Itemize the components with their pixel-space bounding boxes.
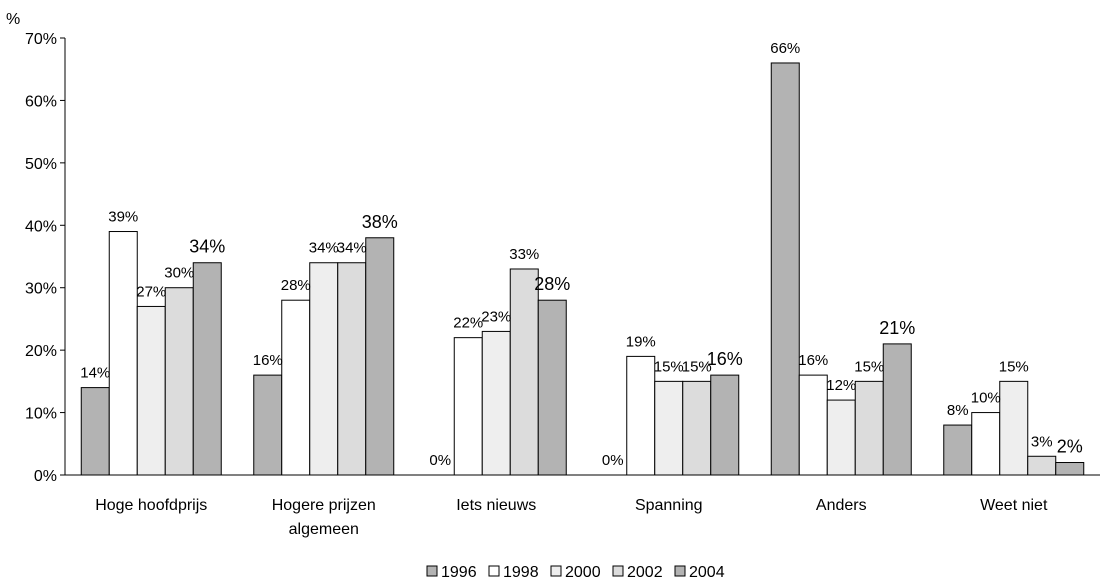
data-label: 34%	[337, 240, 367, 257]
bar-2000	[999, 380, 1029, 476]
x-axis: Hoge hoofdprijs Hogere prijzen algemeen Iet…	[65, 474, 1100, 538]
data-label: 10%	[971, 390, 1001, 407]
data-label: 66%	[770, 40, 800, 57]
y-tick-label: 30%	[25, 281, 57, 298]
data-label: 15%	[682, 358, 712, 375]
data-label: 23%	[481, 308, 511, 325]
y-tick-label: 70%	[25, 31, 57, 48]
bar-2002	[1027, 455, 1057, 476]
bar-2000	[826, 399, 856, 476]
bar-2004	[365, 237, 395, 476]
legend-label: 1996	[441, 564, 477, 581]
data-label: 15%	[654, 358, 684, 375]
bar-1998	[971, 412, 1001, 476]
data-label: 39%	[108, 209, 138, 226]
bar-2002	[164, 287, 194, 476]
legend: 1996 1998 2000 2002 2004	[426, 564, 725, 581]
legend-swatch-2002	[612, 565, 624, 577]
data-label: 28%	[534, 274, 570, 294]
data-label: 16%	[253, 352, 283, 369]
bar-1996	[253, 374, 283, 476]
data-label: 34%	[189, 237, 225, 257]
bar-1996	[943, 424, 973, 476]
data-label: 15%	[999, 358, 1029, 375]
bar-2000	[309, 262, 339, 476]
data-label: 15%	[854, 358, 884, 375]
y-tick-label: 20%	[25, 343, 57, 360]
data-label: 19%	[626, 333, 656, 350]
legend-label: 2002	[627, 564, 663, 581]
bar-1998	[281, 299, 311, 476]
legend-label: 2000	[565, 564, 601, 581]
category-label: Hoge hoofdprijs	[95, 497, 207, 514]
bar-1998	[453, 337, 483, 476]
data-label: 22%	[453, 315, 483, 332]
bar-2002	[337, 262, 367, 476]
legend-swatch-2004	[674, 565, 686, 577]
legend-swatch-2000	[550, 565, 562, 577]
bar-2000	[481, 330, 511, 476]
bar-2002	[682, 380, 712, 476]
bar-1996	[770, 62, 800, 476]
y-tick-label: 50%	[25, 156, 57, 173]
bar-1998	[798, 374, 828, 476]
bar-2002	[509, 268, 539, 476]
bar-2004	[710, 374, 740, 476]
data-label: 0%	[429, 452, 451, 469]
data-labels: 14%39%27%30%34%16%28%34%34%38%0%22%23%33…	[80, 40, 1083, 469]
bar-2004	[537, 299, 567, 476]
bar-1998	[108, 231, 138, 476]
bar-2004	[1055, 462, 1085, 476]
category-label: Iets nieuws	[456, 497, 536, 514]
category-label: algemeen	[289, 521, 359, 538]
bar-2000	[654, 380, 684, 476]
bar-1996	[80, 387, 110, 476]
data-label: 14%	[80, 365, 110, 382]
y-tick-label: 10%	[25, 406, 57, 423]
bar-2000	[136, 305, 166, 476]
data-label: 12%	[826, 377, 856, 394]
legend-label: 2004	[689, 564, 725, 581]
data-label: 30%	[164, 265, 194, 282]
category-label: Hogere prijzen	[272, 497, 376, 514]
data-label: 28%	[281, 277, 311, 294]
bar-2004	[192, 262, 222, 476]
y-axis-label: %	[6, 11, 20, 28]
y-tick-label: 0%	[34, 468, 57, 485]
y-tick-label: 40%	[25, 218, 57, 235]
legend-label: 1998	[503, 564, 539, 581]
bar-2004	[882, 343, 912, 476]
y-tick-label: 60%	[25, 93, 57, 110]
y-axis: 0% 10% 20% 30% 40% 50% 60% 70%	[25, 31, 66, 485]
data-label: 38%	[362, 212, 398, 232]
bars	[80, 62, 1085, 476]
data-label: 34%	[309, 240, 339, 257]
bar-1998	[626, 355, 656, 476]
legend-swatch-1996	[426, 565, 438, 577]
data-label: 27%	[136, 283, 166, 300]
bar-2002	[854, 380, 884, 476]
category-label: Anders	[816, 497, 867, 514]
data-label: 0%	[602, 452, 624, 469]
data-label: 3%	[1031, 433, 1053, 450]
category-label: Weet niet	[980, 497, 1048, 514]
data-label: 16%	[707, 349, 743, 369]
data-label: 21%	[879, 318, 915, 338]
legend-swatch-1998	[488, 565, 500, 577]
data-label: 8%	[947, 402, 969, 419]
data-label: 33%	[509, 246, 539, 263]
data-label: 2%	[1057, 437, 1083, 457]
category-label: Spanning	[635, 497, 703, 514]
data-label: 16%	[798, 352, 828, 369]
